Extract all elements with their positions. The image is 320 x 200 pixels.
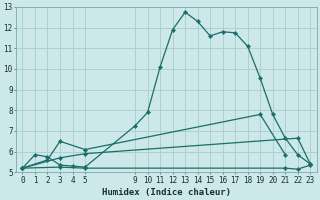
X-axis label: Humidex (Indice chaleur): Humidex (Indice chaleur) xyxy=(102,188,231,197)
